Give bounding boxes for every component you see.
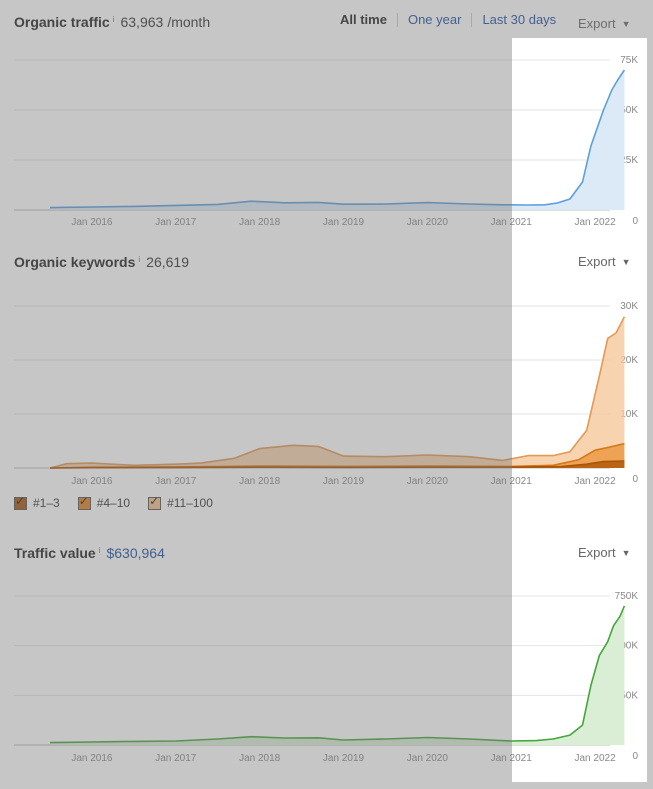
x-tick-label: Jan 2022 — [574, 753, 616, 764]
series-area — [50, 461, 625, 468]
caret-down-icon: ▼ — [621, 19, 631, 29]
traffic-info-icon[interactable]: i — [112, 14, 115, 24]
x-tick-label: Jan 2018 — [239, 217, 281, 228]
y-tick-label: 30K — [620, 301, 638, 312]
x-tick-label: Jan 2019 — [323, 753, 365, 764]
keywords-value: 26,619 — [146, 254, 189, 270]
range-divider — [396, 12, 398, 27]
y-tick-label: 25K — [620, 155, 638, 166]
checkbox-top3[interactable] — [14, 494, 27, 510]
y-tick-label: 0 — [632, 474, 638, 485]
traffic-export-button[interactable]: Export ▼ — [578, 16, 631, 31]
traffic-value: 63,963 — [120, 14, 164, 30]
x-tick-label: Jan 2020 — [407, 217, 449, 228]
x-tick-label: Jan 2022 — [574, 476, 616, 487]
y-tick-label: 75K — [620, 55, 638, 66]
checkbox-11-100[interactable] — [148, 494, 162, 510]
traffic-unit: /month — [167, 14, 211, 30]
y-tick-label: 20K — [620, 355, 638, 366]
x-tick-label: Jan 2022 — [574, 217, 616, 228]
x-tick-label: Jan 2021 — [491, 753, 533, 764]
x-tick-label: Jan 2018 — [239, 753, 281, 764]
range-divider — [471, 12, 473, 27]
x-tick-label: Jan 2016 — [71, 476, 113, 487]
series-line — [49, 69, 626, 209]
range-selector: All time One year Last 30 days — [330, 12, 566, 27]
legend-item-11-100[interactable]: #11–100 — [148, 494, 213, 510]
x-tick-label: Jan 2020 — [407, 753, 449, 764]
y-tick-label: 500K — [615, 641, 639, 652]
value-export-label: Export — [578, 545, 616, 560]
y-tick-label: 0 — [632, 216, 638, 227]
range-all-time[interactable]: All time — [340, 12, 387, 27]
value-export-button[interactable]: Export ▼ — [578, 545, 631, 560]
series-area — [50, 605, 625, 745]
keywords-title: Organic keywords — [14, 254, 136, 270]
series-line — [49, 605, 626, 744]
series-line — [49, 316, 626, 469]
checkbox-4-10[interactable] — [77, 494, 91, 510]
legend-item-4-10[interactable]: #4–10 — [77, 494, 131, 510]
x-tick-label: Jan 2016 — [71, 753, 113, 764]
legend-item-top3[interactable]: #1–3 — [14, 494, 60, 510]
value-amount: $630,964 — [106, 545, 165, 561]
traffic-export-label: Export — [578, 16, 616, 31]
value-header: Traffic value i $630,964 — [14, 542, 165, 564]
legend-label-11-100: #11–100 — [167, 496, 213, 510]
legend-label-top3: #1–3 — [33, 496, 60, 510]
keywords-chart: 0 10K 20K 30K Jan 2016 Jan 2017 Jan 2018 Jan 20… — [14, 301, 638, 487]
x-tick-label: Jan 2019 — [323, 476, 365, 487]
x-tick-label: Jan 2021 — [491, 476, 533, 487]
x-tick-label: Jan 2021 — [491, 217, 533, 228]
traffic-title: Organic traffic — [14, 14, 110, 30]
keywords-legend: #1–3 #4–10 #11–100 — [14, 494, 231, 510]
keywords-export-button[interactable]: Export ▼ — [578, 254, 631, 269]
caret-down-icon: ▼ — [621, 548, 631, 558]
keywords-info-icon[interactable]: i — [138, 254, 141, 264]
series-line — [49, 460, 625, 469]
value-info-icon[interactable]: i — [98, 545, 101, 555]
x-tick-label: Jan 2017 — [155, 217, 197, 228]
y-tick-label: 10K — [620, 409, 638, 420]
x-tick-label: Jan 2017 — [155, 753, 197, 764]
y-tick-label: 50K — [620, 105, 638, 116]
x-tick-label: Jan 2019 — [323, 217, 365, 228]
y-tick-label: 750K — [615, 591, 639, 602]
x-tick-label: Jan 2016 — [71, 217, 113, 228]
y-tick-label: 250K — [615, 690, 639, 701]
legend-label-4-10: #4–10 — [96, 496, 131, 510]
range-one-year[interactable]: One year — [407, 12, 462, 27]
y-tick-label: 0 — [632, 751, 638, 762]
x-tick-label: Jan 2020 — [407, 476, 449, 487]
x-tick-label: Jan 2017 — [155, 476, 197, 487]
keywords-export-label: Export — [578, 254, 616, 269]
traffic-header: Organic traffic i 63,963 /month — [14, 11, 210, 33]
value-title: Traffic value — [14, 545, 96, 561]
caret-down-icon: ▼ — [621, 257, 631, 267]
traffic-chart: 0 25K 50K 75K Jan 2016 Jan 2017 Jan 2018 Jan 20… — [14, 55, 638, 228]
range-last-30-days[interactable]: Last 30 days — [482, 12, 557, 27]
x-tick-label: Jan 2018 — [239, 476, 281, 487]
keywords-header: Organic keywords i 26,619 — [14, 251, 189, 273]
